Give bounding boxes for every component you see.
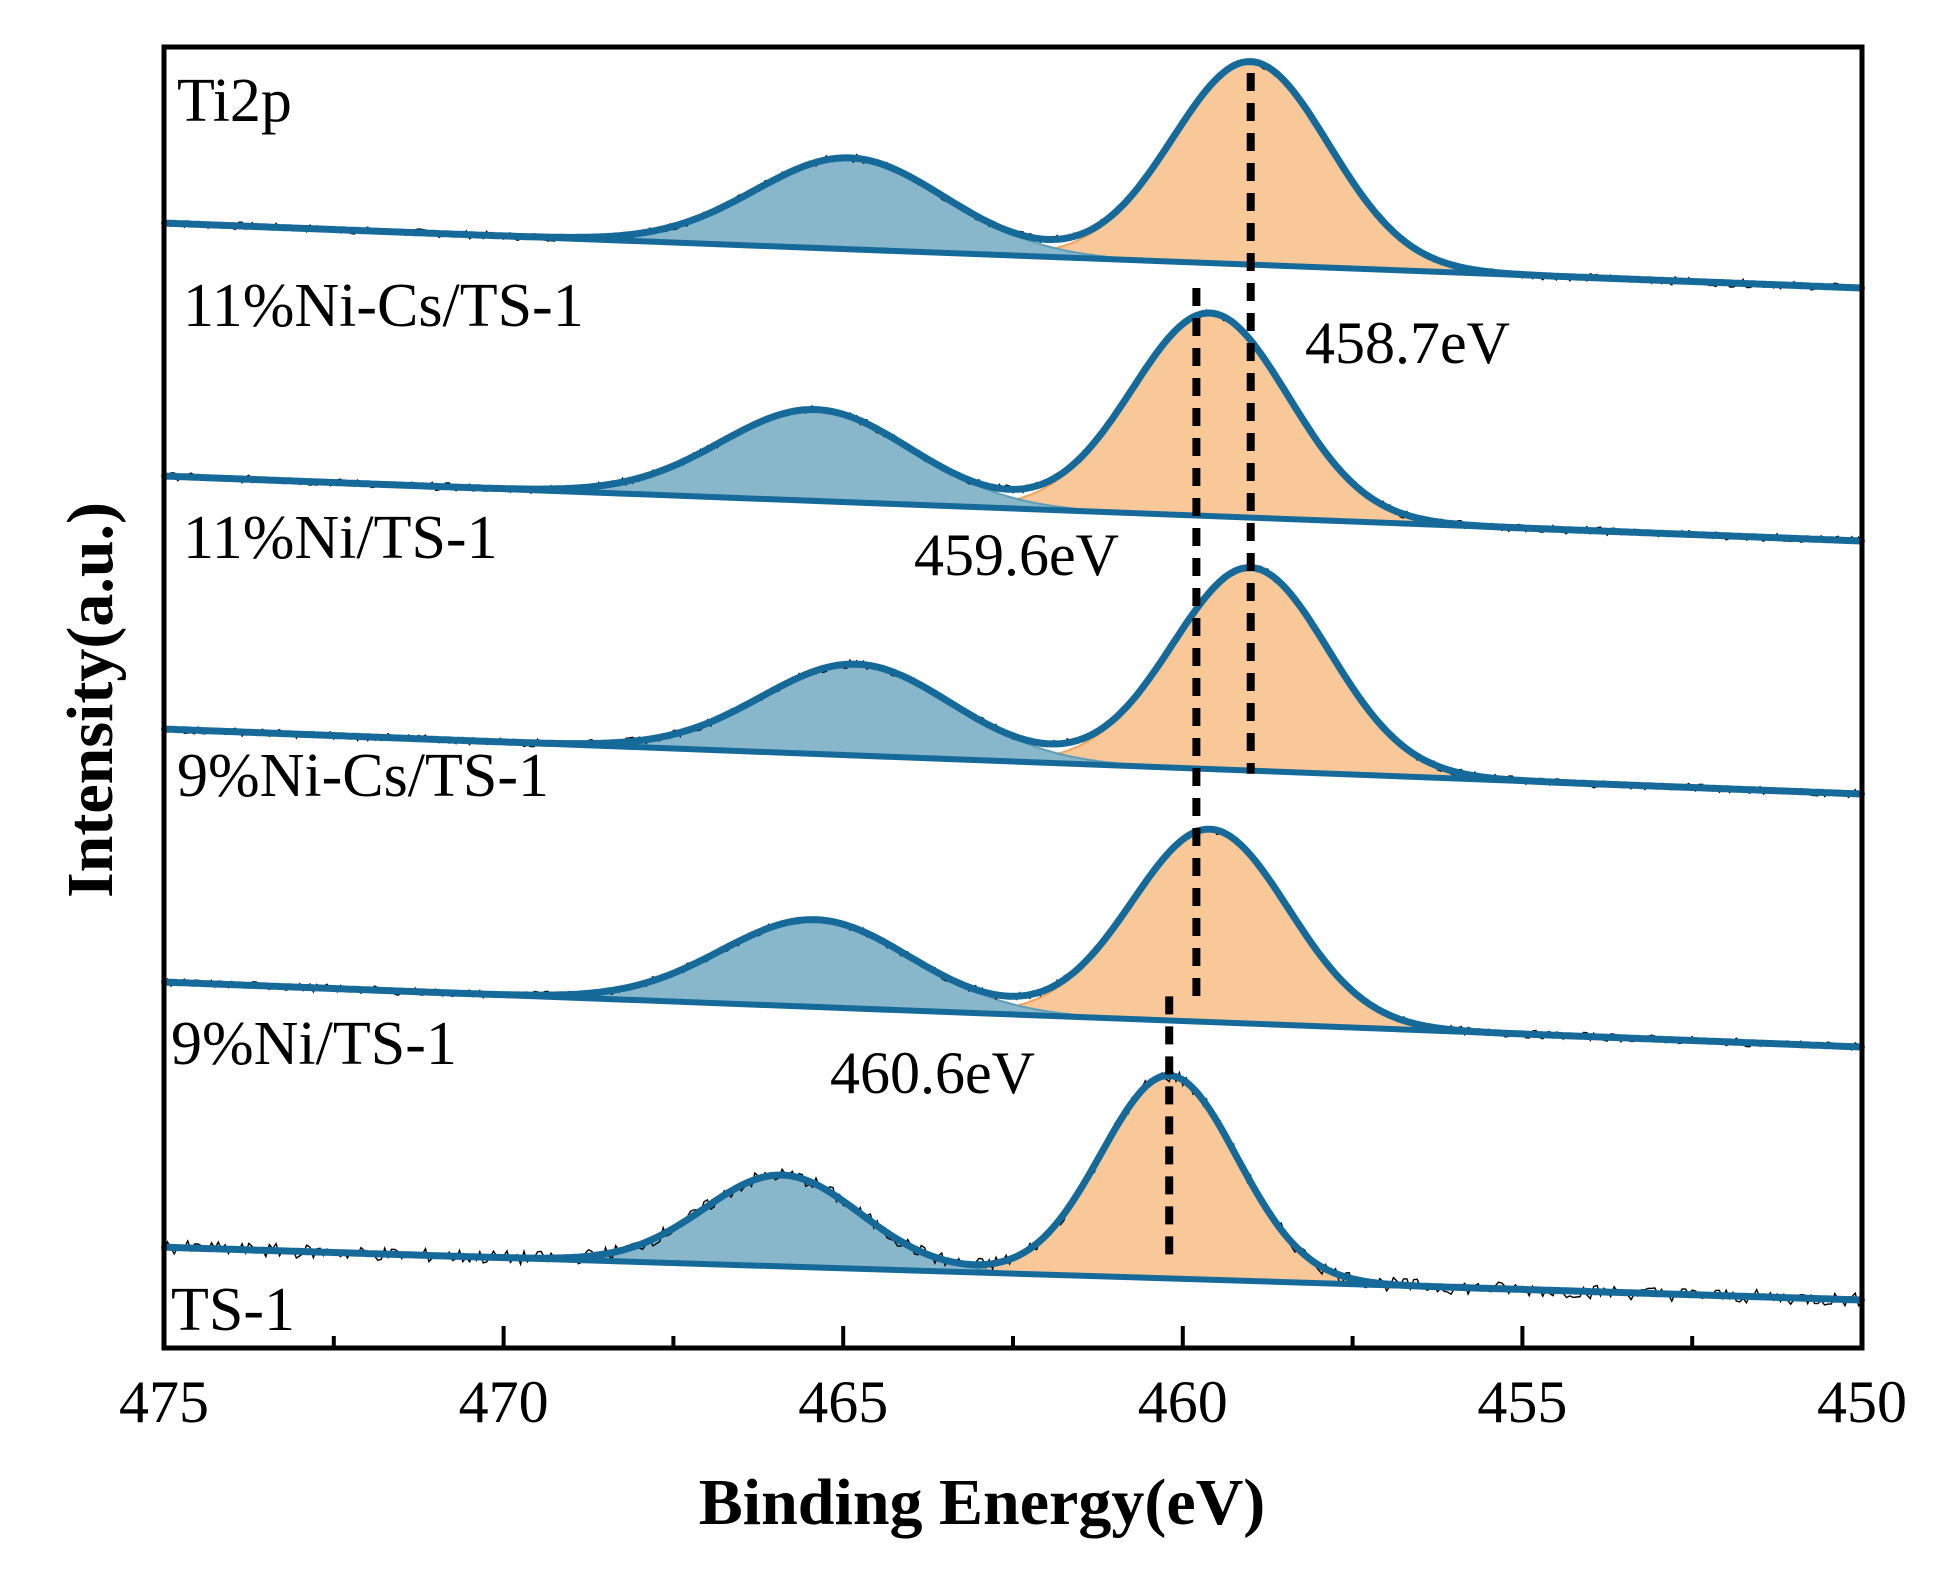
x-axis-title: Binding Energy(eV) [699,1466,1266,1539]
sample-label-ts1: TS-1 [171,1276,295,1344]
sample-label-11-ni-cs-ts1: 11%Ni-Cs/TS-1 [183,272,584,340]
annotation-459-6ev: 459.6eV [914,522,1119,588]
fit-envelope-9ni-cs-ts-1 [163,564,1863,798]
chart-title: Ti2p [177,67,292,135]
annotation-458-7ev: 458.7eV [1305,310,1510,376]
plot-layer [161,58,1865,1308]
ti2p12-fill-ts-1 [163,1174,1863,1301]
x-axis: 475 470 465 460 455 450 [119,1326,1907,1435]
sample-label-11-ni-ts1: 11%Ni/TS-1 [183,504,498,572]
fit-envelope-ts-1 [163,1072,1863,1304]
annotation-460-6ev: 460.6eV [830,1040,1035,1106]
x-tick-label-460: 460 [1138,1369,1228,1435]
fit-envelope-9ni-ts-1 [163,825,1863,1051]
x-tick-label-470: 470 [459,1369,549,1435]
x-tick-label-455: 455 [1477,1369,1567,1435]
y-axis-title: Intensity(a.u.) [54,502,127,898]
fit-envelope-11ni-ts-1 [163,309,1863,545]
ti2p12-fill-11ni-cs-ts-1 [163,156,1863,289]
fit-envelope-11ni-cs-ts-1 [163,58,1863,292]
x-tick-label-450: 450 [1817,1369,1907,1435]
sample-label-9-ni-cs-ts1: 9%Ni-Cs/TS-1 [177,742,549,810]
x-tick-label-475: 475 [119,1369,209,1435]
x-tick-label-465: 465 [798,1369,888,1435]
ti2p32-fill-ts-1 [163,1074,1863,1301]
sample-label-9-ni-ts1: 9%Ni/TS-1 [171,1010,457,1078]
